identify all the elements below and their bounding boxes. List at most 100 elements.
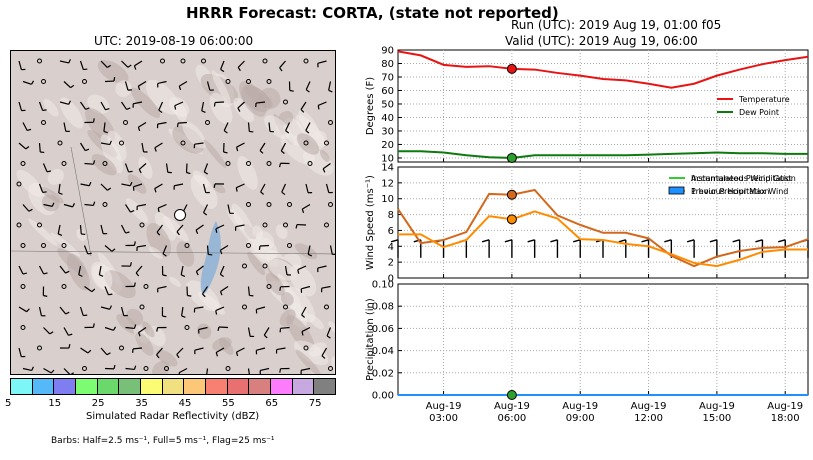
wind-barb xyxy=(84,323,95,329)
wind-barb xyxy=(156,326,167,332)
colorbar-tick-label: 5 xyxy=(5,398,12,409)
calm-wind-marker xyxy=(16,222,22,228)
wind-barb xyxy=(156,224,163,236)
calm-wind-marker xyxy=(324,222,329,228)
colorbar-tick-label: 35 xyxy=(135,398,148,409)
wind-barb xyxy=(157,80,167,88)
calm-wind-marker xyxy=(41,243,46,248)
wind-barb-field xyxy=(11,58,335,374)
wind-barb xyxy=(326,327,332,339)
wind-barb xyxy=(504,239,513,258)
colorbar-tick-label: 15 xyxy=(48,398,62,409)
y-tick-label: 20 xyxy=(381,140,394,151)
terrain-shade xyxy=(247,251,266,276)
wind-barb xyxy=(284,265,292,276)
wind-barb xyxy=(22,366,34,372)
terrain-shade xyxy=(264,115,291,140)
y-tick-label: 60 xyxy=(381,86,394,97)
wind-barb xyxy=(215,224,225,233)
wind-barb xyxy=(154,183,163,193)
calm-wind-marker xyxy=(328,202,333,207)
wind-barb xyxy=(132,347,143,353)
wind-barb xyxy=(100,101,110,111)
calm-wind-marker xyxy=(184,325,190,330)
wind-barb xyxy=(220,60,225,73)
wind-barb xyxy=(38,101,47,112)
plot-frame xyxy=(397,166,809,279)
wind-barb xyxy=(258,244,270,251)
terrain-shade xyxy=(293,340,329,366)
calm-wind-marker xyxy=(303,345,309,351)
terrain-shade xyxy=(219,337,234,356)
colorbar-tick-label: 75 xyxy=(308,398,322,409)
wind-barb xyxy=(278,162,290,168)
terrain-shade xyxy=(142,321,155,338)
terrain-shade xyxy=(280,292,294,306)
wind-barb xyxy=(124,204,135,213)
terrain-shade xyxy=(203,139,227,168)
y-axis-label: Degrees (F) xyxy=(365,77,376,135)
calm-wind-marker xyxy=(307,161,313,166)
wind-barb xyxy=(78,265,83,277)
wind-barb xyxy=(59,306,70,315)
calm-wind-marker xyxy=(143,366,149,371)
wind-barb xyxy=(279,367,290,373)
wind-barb xyxy=(280,142,287,154)
colorbar-swatch xyxy=(291,379,314,394)
legend-label: Dew Point xyxy=(739,108,779,117)
y-tick-label: 0.10 xyxy=(372,280,394,291)
terrain-shade xyxy=(127,174,147,194)
calm-wind-marker xyxy=(266,161,272,166)
wind-barb xyxy=(180,265,186,277)
wind-barb xyxy=(195,265,204,276)
wind-barb xyxy=(158,101,164,114)
wind-barb xyxy=(194,347,204,355)
calm-wind-marker xyxy=(328,366,333,371)
wind-barb xyxy=(481,239,490,258)
y-tick-label: 40 xyxy=(381,113,394,124)
terrain-shade xyxy=(76,228,87,241)
wind-barb xyxy=(235,347,245,357)
calm-wind-marker xyxy=(266,284,272,289)
calm-wind-marker xyxy=(41,120,46,125)
calm-wind-marker xyxy=(102,161,108,166)
series-line xyxy=(397,50,809,89)
y-tick-label: 0.02 xyxy=(372,368,394,379)
terrain-shade xyxy=(279,309,296,327)
wind-barb xyxy=(162,245,168,257)
y-tick-label: 80 xyxy=(381,59,394,70)
wind-barb xyxy=(161,306,167,318)
series-line xyxy=(398,150,808,159)
wind-barb xyxy=(268,122,275,133)
wind-barb xyxy=(201,286,208,298)
y-tick-label: 70 xyxy=(381,72,394,83)
wind-barb xyxy=(138,163,147,174)
calm-wind-marker xyxy=(246,243,251,248)
wind-barb xyxy=(136,244,147,251)
terrain-shade xyxy=(130,87,161,118)
colorbar-swatch xyxy=(53,379,76,394)
colorbar-swatch xyxy=(205,379,227,394)
terrain-shade xyxy=(294,243,318,260)
colorbar-label: Simulated Radar Reflectivity (dBZ) xyxy=(86,411,260,422)
wind-barb xyxy=(186,286,192,297)
calm-wind-marker xyxy=(139,222,145,228)
calm-wind-marker xyxy=(246,161,251,166)
legend-label: Temperature xyxy=(738,95,790,104)
wind-barb xyxy=(63,203,76,208)
calm-wind-marker xyxy=(262,222,268,228)
colorbar-swatch xyxy=(313,379,336,394)
wind-barb xyxy=(98,265,104,277)
terrain-shade xyxy=(162,216,189,242)
colorbar-swatch xyxy=(75,379,97,394)
wind-barb xyxy=(125,324,137,330)
terrain-shade xyxy=(59,97,84,129)
terrain-shade xyxy=(197,323,212,340)
terrain-shade xyxy=(319,150,330,162)
x-tick-label-date: Aug-19 xyxy=(562,401,598,412)
x-tick-label-time: 18:00 xyxy=(771,413,800,424)
wind-barb xyxy=(125,241,136,247)
x-tick-label-time: 06:00 xyxy=(497,413,526,424)
wind-barb xyxy=(100,347,111,356)
wind-barb xyxy=(237,101,245,112)
